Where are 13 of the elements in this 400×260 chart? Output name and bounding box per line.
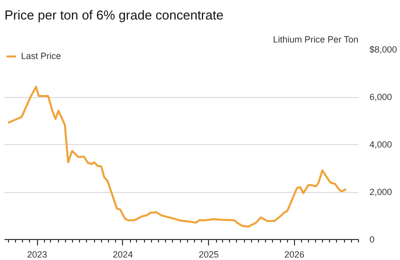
y-axis-title: Lithium Price Per Ton (272, 34, 358, 44)
y-tick-label: 0 (370, 234, 375, 244)
y-tick-label: 4,000 (370, 140, 392, 150)
line-series (7, 86, 348, 228)
y-tick-label: 2,000 (370, 187, 392, 197)
x-tick-label: 2026 (284, 250, 304, 260)
legend-label: Last Price (21, 51, 62, 61)
chart-title: Price per ton of 6% grade concentrate (4, 8, 224, 22)
x-tick-label: 2025 (198, 250, 219, 260)
y-tick-label: $8,000 (370, 44, 398, 54)
y-tick-label: 6,000 (370, 92, 392, 102)
x-tick-label: 2023 (27, 250, 48, 260)
x-tick-label: 2024 (112, 250, 133, 260)
